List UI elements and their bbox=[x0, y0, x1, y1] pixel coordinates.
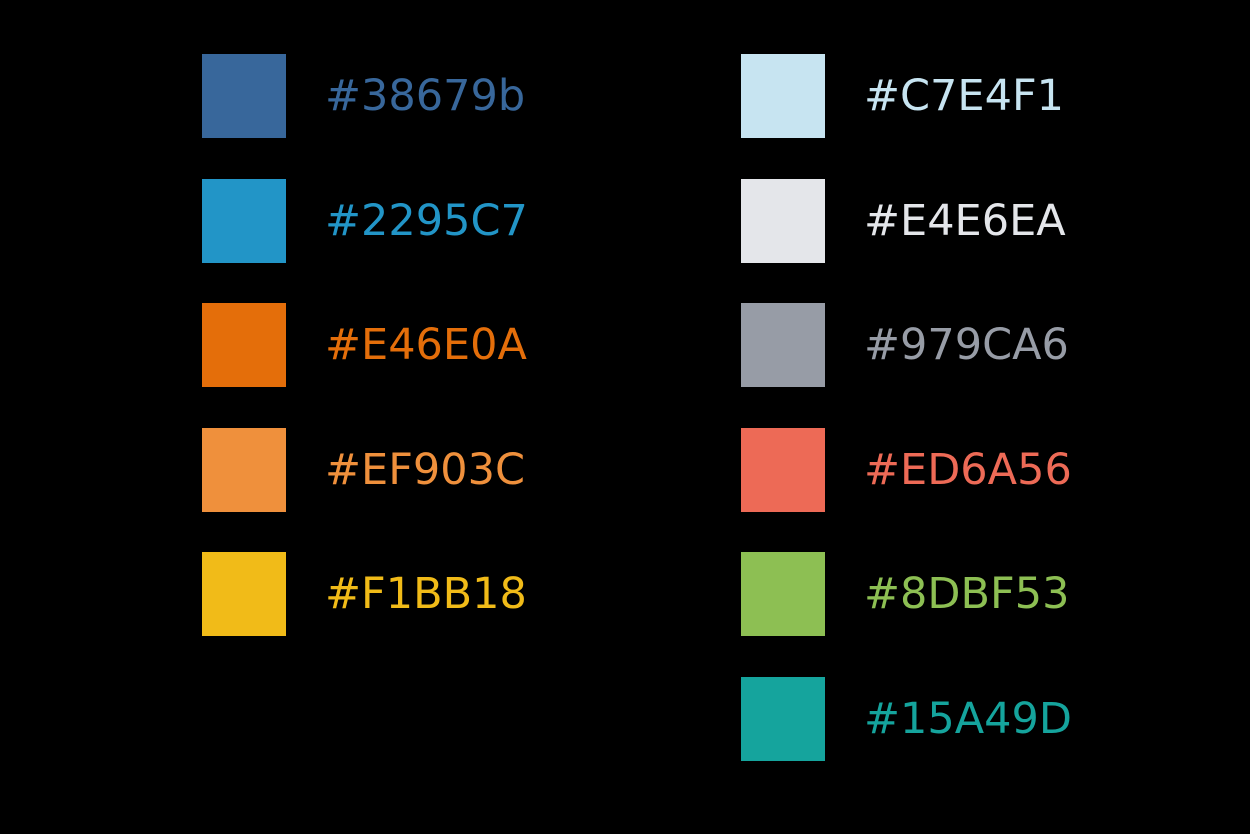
color-swatch-row: #C7E4F1 bbox=[741, 54, 1072, 138]
color-swatch bbox=[741, 54, 825, 138]
hex-code-label: #2295C7 bbox=[325, 195, 528, 246]
hex-code-label: #F1BB18 bbox=[325, 569, 527, 619]
color-swatch-row: #F1BB18 bbox=[202, 552, 528, 636]
hex-code-label: #ED6A56 bbox=[864, 444, 1072, 495]
hex-code-label: #EF903C bbox=[325, 444, 526, 495]
color-swatch bbox=[741, 178, 825, 263]
color-swatch bbox=[202, 427, 286, 512]
color-swatch bbox=[202, 552, 286, 636]
color-swatch-row: #38679b bbox=[202, 54, 528, 138]
color-swatch-row: #EF903C bbox=[202, 427, 528, 512]
color-swatch-row: #979CA6 bbox=[741, 303, 1072, 387]
color-swatch bbox=[202, 303, 286, 387]
hex-code-label: #8DBF53 bbox=[864, 569, 1070, 619]
color-swatch-row: #15A49D bbox=[741, 676, 1072, 761]
color-swatch bbox=[741, 552, 825, 636]
hex-code-label: #979CA6 bbox=[864, 320, 1069, 370]
hex-code-label: #38679b bbox=[325, 71, 526, 121]
color-swatch-row: #2295C7 bbox=[202, 178, 528, 263]
hex-code-label: #C7E4F1 bbox=[864, 71, 1065, 121]
palette-column-right: #C7E4F1 #E4E6EA #979CA6 #ED6A56 #8DBF53 #15A4… bbox=[741, 54, 1072, 801]
color-swatch-row: #ED6A56 bbox=[741, 427, 1072, 512]
color-swatch-row: #8DBF53 bbox=[741, 552, 1072, 636]
color-swatch-row: #E4E6EA bbox=[741, 178, 1072, 263]
palette-column-left: #38679b #2295C7 #E46E0A #EF903C #F1BB18 bbox=[202, 54, 528, 677]
color-swatch bbox=[202, 178, 286, 263]
color-swatch bbox=[741, 427, 825, 512]
color-swatch bbox=[202, 54, 286, 138]
color-swatch-row: #E46E0A bbox=[202, 303, 528, 387]
color-swatch bbox=[741, 676, 825, 761]
hex-code-label: #15A49D bbox=[864, 693, 1072, 744]
color-swatch bbox=[741, 303, 825, 387]
hex-code-label: #E4E6EA bbox=[864, 195, 1066, 246]
hex-code-label: #E46E0A bbox=[325, 320, 527, 370]
